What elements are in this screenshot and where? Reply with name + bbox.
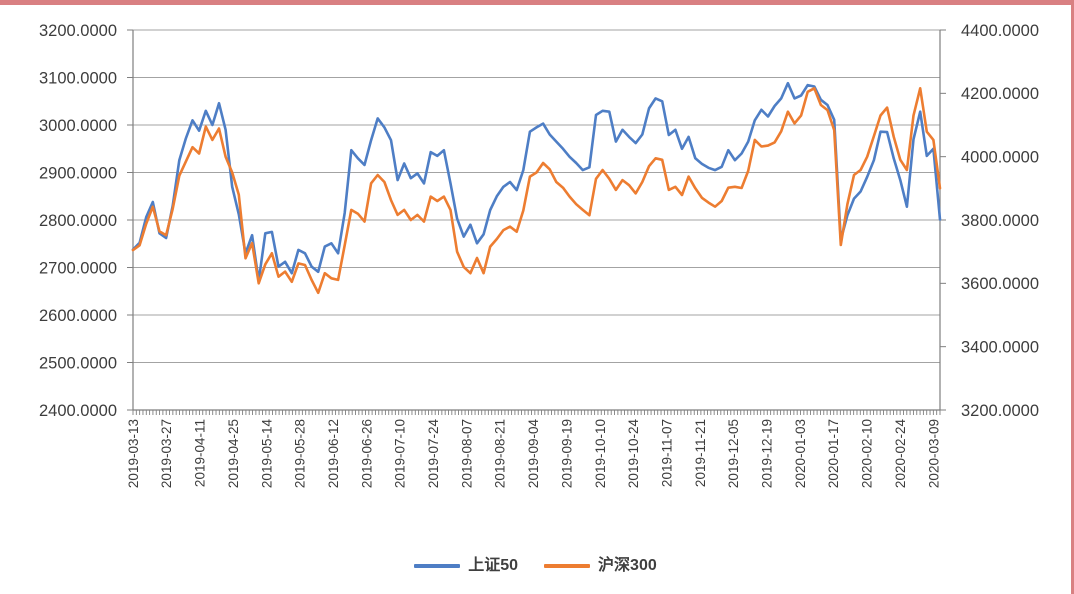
- x-axis-tick-label: 2020-02-24: [893, 419, 908, 489]
- x-axis-tick-label: 2019-03-27: [159, 419, 174, 488]
- x-axis-tick-label: 2019-07-24: [426, 419, 441, 489]
- left-axis-tick-label: 2900.0000: [39, 164, 117, 182]
- right-axis-tick-label: 3600.0000: [961, 275, 1039, 293]
- x-axis-tick-label: 2019-09-04: [526, 419, 541, 489]
- right-axis-tick-label: 3200.0000: [961, 402, 1039, 420]
- sse50-series-line: [131, 81, 942, 283]
- sse50-legend-label: 上证50: [468, 557, 519, 574]
- x-axis-tick-label: 2019-07-10: [393, 419, 408, 488]
- right-axis-tick-label: 3400.0000: [961, 338, 1039, 356]
- left-axis-tick-label: 3200.0000: [39, 22, 117, 40]
- x-axis-tick-label: 2020-01-03: [793, 419, 808, 488]
- x-axis-tick-label: 2019-12-19: [760, 419, 775, 488]
- x-axis-tick-label: 2020-03-09: [926, 419, 941, 488]
- x-axis-tick-label: 2019-03-13: [126, 419, 141, 488]
- x-axis-tick-label: 2019-06-26: [359, 419, 374, 488]
- sse50-legend-line-swatch: [414, 564, 461, 568]
- x-axis-tick-label: 2019-11-07: [659, 419, 674, 487]
- x-axis-tick-label: 2020-02-10: [860, 419, 875, 488]
- left-axis-tick-label: 2700.0000: [39, 259, 117, 277]
- x-axis-tick-label: 2019-06-12: [326, 419, 341, 488]
- left-axis-tick-label: 2400.0000: [39, 402, 117, 420]
- right-axis-tick-label: 4000.0000: [961, 148, 1039, 166]
- x-axis-tick-label: 2019-04-25: [226, 419, 241, 488]
- csi300-legend-line-swatch: [544, 564, 591, 568]
- x-axis-tick-label: 2019-08-07: [459, 419, 474, 488]
- x-axis-tick-label: 2019-11-21: [693, 419, 708, 487]
- chart-legend: 上证50 沪深300: [0, 556, 1071, 576]
- csi300-series-line: [131, 87, 942, 295]
- csi300-legend-label: 沪深300: [598, 557, 657, 574]
- x-axis-tick-label: 2019-12-05: [726, 419, 741, 488]
- legend-item-csi300[interactable]: 沪深300: [544, 556, 657, 576]
- top-accent-bar: [0, 0, 1074, 5]
- x-axis-tick-label: 2019-04-11: [193, 419, 208, 487]
- right-axis-tick-label: 4200.0000: [961, 85, 1039, 103]
- right-axis-tick-label: 4400.0000: [961, 22, 1039, 40]
- left-axis-tick-label: 3100.0000: [39, 69, 117, 87]
- left-axis-tick-label: 2500.0000: [39, 354, 117, 372]
- right-axis-tick-label: 3800.0000: [961, 212, 1039, 230]
- left-axis-tick-label: 3000.0000: [39, 117, 117, 135]
- x-axis-tick-label: 2020-01-17: [826, 419, 841, 488]
- left-axis-tick-label: 2600.0000: [39, 307, 117, 325]
- legend-item-sse50[interactable]: 上证50: [414, 556, 518, 576]
- right-accent-bar: [1071, 0, 1074, 594]
- x-axis-tick-label: 2019-10-10: [593, 419, 608, 488]
- x-axis-tick-label: 2019-09-19: [559, 419, 574, 488]
- x-axis-tick-label: 2019-05-14: [259, 419, 274, 489]
- x-axis-tick-label: 2019-05-28: [293, 419, 308, 488]
- x-axis-tick-label: 2019-08-21: [493, 419, 508, 488]
- x-axis-tick-label: 2019-10-24: [626, 419, 641, 489]
- left-axis-tick-label: 2800.0000: [39, 212, 117, 230]
